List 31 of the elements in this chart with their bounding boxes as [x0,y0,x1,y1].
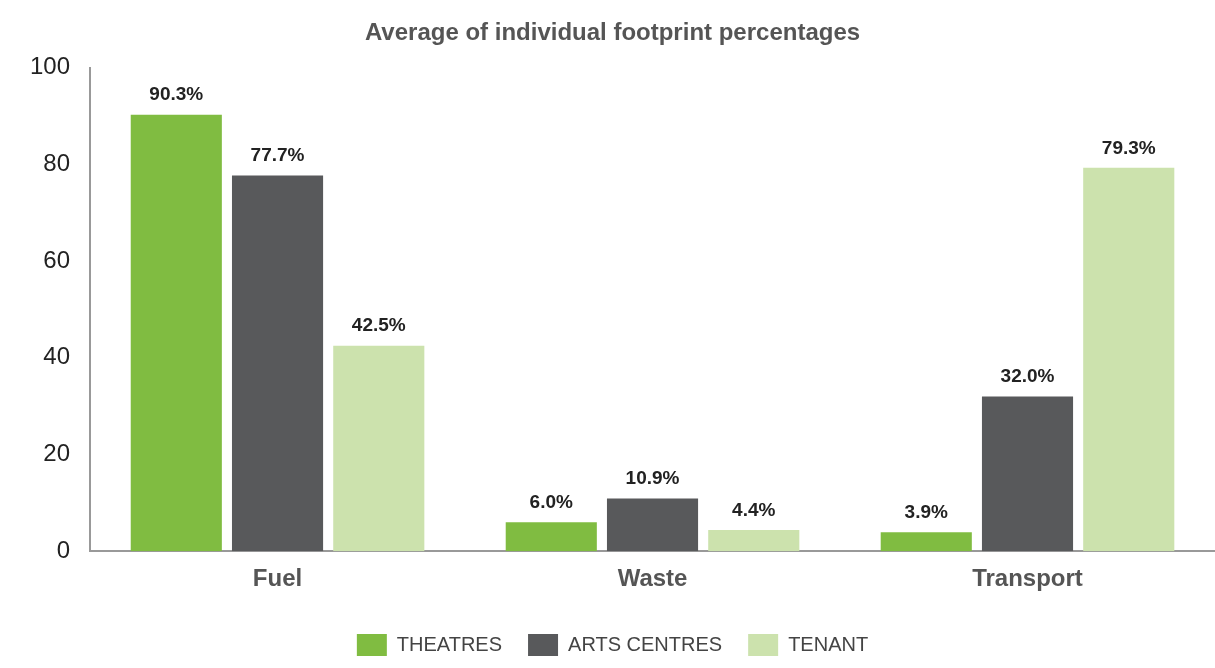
x-tick-label: Transport [972,564,1083,592]
chart-title: Average of individual footprint percentages [364,18,861,46]
bar [880,532,972,552]
y-tick-label: 40 [43,342,71,370]
data-label: 42.5% [351,314,406,336]
y-tick-label: 60 [43,245,71,273]
data-label: 79.3% [1101,136,1156,158]
data-label: 10.9% [625,467,680,489]
data-label: 6.0% [529,490,574,512]
bar [130,114,222,552]
y-tick-label: 80 [43,149,71,177]
y-tick-label: 20 [43,439,71,467]
bar [708,529,800,552]
bar [606,498,699,552]
data-label: 77.7% [250,144,305,166]
y-tick-label: 100 [30,52,71,80]
bar [505,522,597,552]
legend-label: THEATRES [396,632,503,655]
data-label: 4.4% [732,498,776,520]
bar [1083,167,1175,552]
data-label: 32.0% [1000,365,1055,387]
legend-label: ARTS CENTRES [568,632,723,655]
x-tick-label: Waste [617,564,688,592]
bar [981,396,1074,552]
bar [333,345,425,552]
data-label: 3.9% [904,501,949,523]
data-label: 90.3% [149,83,204,105]
y-tick-label: 0 [56,535,71,563]
bar [231,175,324,552]
legend-label: TENANT [788,632,869,655]
x-tick-label: Fuel [252,564,303,592]
